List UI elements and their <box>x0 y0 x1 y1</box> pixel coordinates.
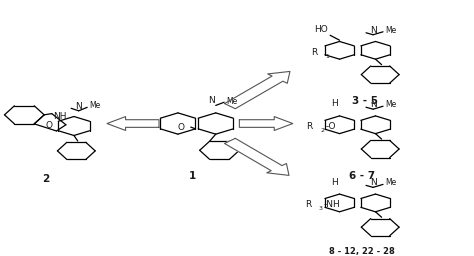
Text: R: R <box>306 122 313 131</box>
Text: N: N <box>370 26 376 35</box>
Text: O: O <box>177 123 184 132</box>
Text: 1: 1 <box>189 171 196 181</box>
Text: 8 - 12, 22 - 28: 8 - 12, 22 - 28 <box>329 247 395 256</box>
Text: O: O <box>45 121 52 130</box>
Polygon shape <box>107 116 159 131</box>
Text: NH: NH <box>53 112 66 121</box>
Text: N: N <box>370 100 376 109</box>
Text: R: R <box>305 200 311 209</box>
Text: 6 - 7: 6 - 7 <box>349 171 375 181</box>
Polygon shape <box>225 71 290 109</box>
Text: Me: Me <box>226 97 237 106</box>
Text: Me: Me <box>385 26 396 35</box>
Text: Me: Me <box>385 100 396 109</box>
Text: Me: Me <box>385 178 396 187</box>
Text: 3 - 5: 3 - 5 <box>352 96 378 106</box>
Text: N: N <box>75 102 82 111</box>
Text: 2: 2 <box>320 128 325 133</box>
Text: H: H <box>331 100 338 109</box>
Text: -NH: -NH <box>324 200 341 209</box>
Text: H: H <box>331 178 338 187</box>
Text: 1: 1 <box>325 54 329 59</box>
Text: Me: Me <box>89 101 100 110</box>
Text: R: R <box>311 48 318 57</box>
Text: HO: HO <box>314 25 328 34</box>
Text: N: N <box>209 97 215 105</box>
Text: -O: -O <box>325 122 336 131</box>
Polygon shape <box>239 116 293 131</box>
Text: 3: 3 <box>319 206 323 211</box>
Text: N: N <box>370 178 376 187</box>
Polygon shape <box>225 138 289 175</box>
Text: 2: 2 <box>42 174 49 184</box>
